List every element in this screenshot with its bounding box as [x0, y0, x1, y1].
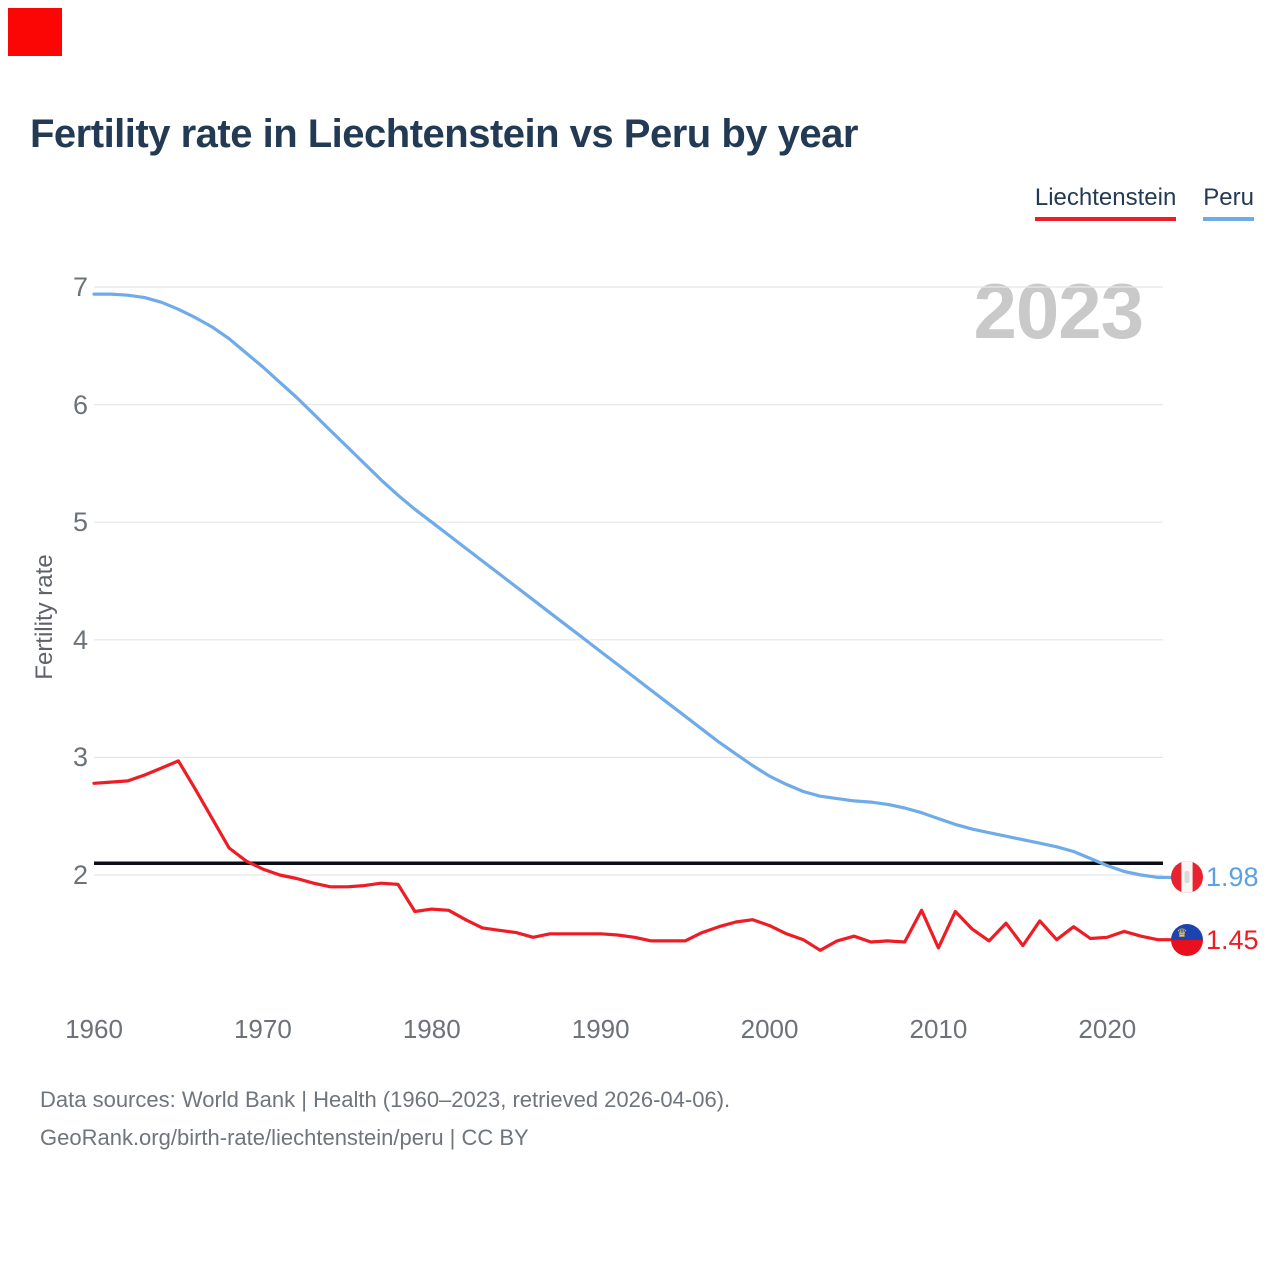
y-tick-label-6: 6	[72, 389, 88, 420]
data-source-line1: Data sources: World Bank | Health (1960–…	[40, 1087, 731, 1112]
page-title: Fertility rate in Liechtenstein vs Peru …	[30, 112, 858, 156]
liechtenstein-flag-icon: ♛	[1171, 924, 1203, 956]
series-line-peru	[92, 292, 1173, 880]
x-tick-label-1990: 1990	[571, 1014, 630, 1044]
peru-flag-icon	[1171, 861, 1203, 893]
y-tick-label-7: 7	[72, 272, 88, 302]
y-tick-label-3: 3	[72, 742, 88, 773]
x-tick-label-2020: 2020	[1078, 1014, 1137, 1044]
chart-series-layer	[92, 286, 1173, 952]
data-source-note: Data sources: World Bank | Health (1960–…	[40, 1081, 730, 1157]
y-tick-label-2: 2	[72, 860, 88, 890]
y-tick-label-4: 4	[72, 624, 88, 655]
y-tick-label-5: 5	[72, 507, 88, 538]
legend: Liechtenstein Peru	[1034, 184, 1254, 221]
legend-label-liechtenstein: Liechtenstein	[1034, 184, 1177, 211]
x-tick-label-2010: 2010	[909, 1014, 968, 1044]
legend-label-peru: Peru	[1203, 184, 1254, 211]
brand-logo	[8, 8, 62, 56]
end-label-liechtenstein: 1.45	[1206, 925, 1259, 955]
end-label-peru: 1.98	[1206, 862, 1259, 892]
crown-glyph: ♛	[1177, 926, 1188, 940]
legend-item-liechtenstein[interactable]: Liechtenstein	[1034, 184, 1177, 221]
series-line-liechtenstein	[92, 759, 1173, 952]
x-tick-label-1970: 1970	[233, 1014, 292, 1044]
legend-item-peru[interactable]: Peru	[1203, 184, 1254, 221]
year-watermark: 2023	[973, 267, 1144, 355]
x-tick-label-2000: 2000	[740, 1014, 799, 1044]
x-tick-label-1980: 1980	[402, 1014, 461, 1044]
x-tick-label-1960: 1960	[65, 1014, 123, 1044]
data-source-line2: GeoRank.org/birth-rate/liechtenstein/per…	[40, 1125, 529, 1150]
flag-end-markers: ♛	[1171, 861, 1203, 956]
